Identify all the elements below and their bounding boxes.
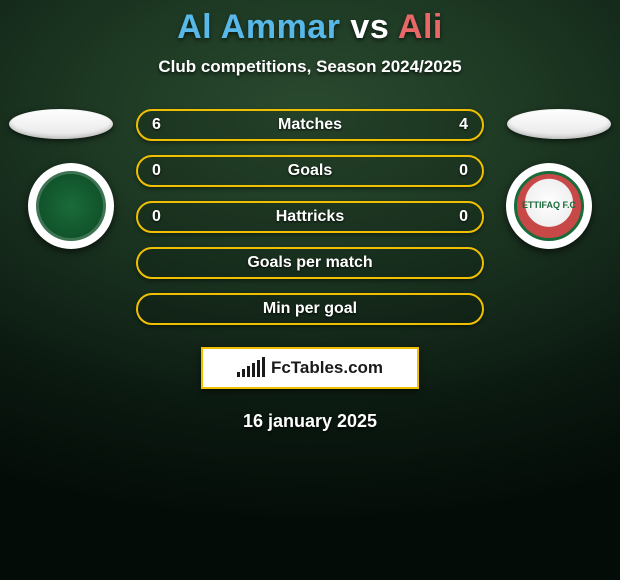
team2-crest-inner: ETTIFAQ F.C	[514, 171, 584, 241]
team1-crest	[28, 163, 114, 249]
vs-label: vs	[350, 8, 389, 46]
stat-row-hattricks: 0 Hattricks 0	[136, 201, 484, 233]
page-title: Al Ammar vs Ali	[0, 8, 620, 47]
side-right: ETTIFAQ F.C	[484, 109, 604, 249]
stats-area: 6 Matches 4 0 Goals 0 0 Hattricks 0 Goal…	[0, 109, 620, 325]
brand-box: FcTables.com	[201, 347, 419, 389]
player1-silhouette	[9, 109, 113, 139]
team1-crest-inner	[36, 171, 106, 241]
stat-left-value: 6	[152, 116, 161, 134]
date-line: 16 january 2025	[0, 411, 620, 432]
side-left	[16, 109, 136, 249]
stat-right-value: 0	[459, 162, 468, 180]
stat-label: Min per goal	[152, 300, 468, 318]
brand-text: FcTables.com	[271, 358, 383, 378]
content: Al Ammar vs Ali Club competitions, Seaso…	[0, 0, 620, 432]
stat-label: Matches	[161, 116, 459, 134]
stat-right-value: 0	[459, 208, 468, 226]
stat-label: Hattricks	[161, 208, 459, 226]
player2-name: Ali	[398, 8, 443, 46]
player1-name: Al Ammar	[177, 8, 340, 46]
stat-left-value: 0	[152, 208, 161, 226]
team2-crest: ETTIFAQ F.C	[506, 163, 592, 249]
stat-left-value: 0	[152, 162, 161, 180]
stat-row-goals: 0 Goals 0	[136, 155, 484, 187]
subtitle: Club competitions, Season 2024/2025	[0, 57, 620, 77]
stat-right-value: 4	[459, 116, 468, 134]
stat-row-goals-per-match: Goals per match	[136, 247, 484, 279]
stat-label: Goals per match	[152, 254, 468, 272]
stat-row-min-per-goal: Min per goal	[136, 293, 484, 325]
stat-label: Goals	[161, 162, 459, 180]
brand-bars-icon	[237, 359, 265, 377]
stat-row-matches: 6 Matches 4	[136, 109, 484, 141]
stat-pills: 6 Matches 4 0 Goals 0 0 Hattricks 0 Goal…	[136, 109, 484, 325]
player2-silhouette	[507, 109, 611, 139]
